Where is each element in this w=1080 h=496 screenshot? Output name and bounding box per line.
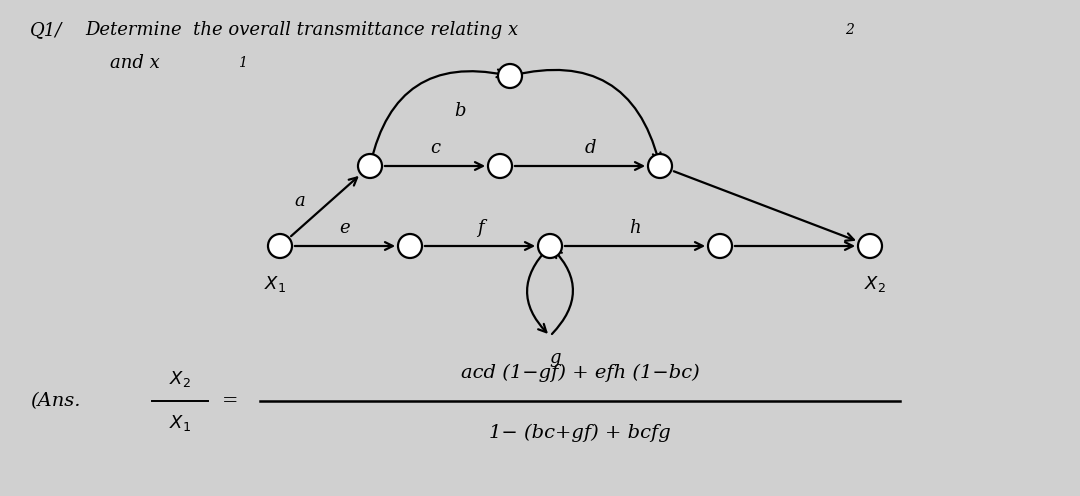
Circle shape [708,234,732,258]
Text: $X_2$: $X_2$ [864,274,886,294]
Text: e: e [340,219,350,237]
Text: a: a [295,192,306,210]
Text: d: d [584,139,596,157]
Text: g: g [550,349,561,367]
Text: c: c [430,139,440,157]
Text: $X_1$: $X_1$ [168,413,191,433]
Text: 2: 2 [845,23,854,37]
Text: h: h [630,219,640,237]
Text: f: f [476,219,484,237]
Text: 1− (bc+gf) + bcfg: 1− (bc+gf) + bcfg [489,424,671,442]
Text: $X_1$: $X_1$ [264,274,286,294]
Circle shape [488,154,512,178]
Text: b: b [455,102,465,120]
Circle shape [399,234,422,258]
Text: 1: 1 [238,56,247,70]
Text: =: = [221,392,239,410]
Circle shape [357,154,382,178]
Text: $X_2$: $X_2$ [170,369,191,389]
Circle shape [268,234,292,258]
Circle shape [858,234,882,258]
Text: (Ans.: (Ans. [30,392,81,410]
Circle shape [538,234,562,258]
Circle shape [498,64,522,88]
Circle shape [648,154,672,178]
Text: Q1/: Q1/ [30,21,63,39]
Text: Determine  the overall transmittance relating x: Determine the overall transmittance rela… [85,21,518,39]
Text: acd (1−gf) + efh (1−bc): acd (1−gf) + efh (1−bc) [461,364,700,382]
Text: and x: and x [110,54,160,72]
